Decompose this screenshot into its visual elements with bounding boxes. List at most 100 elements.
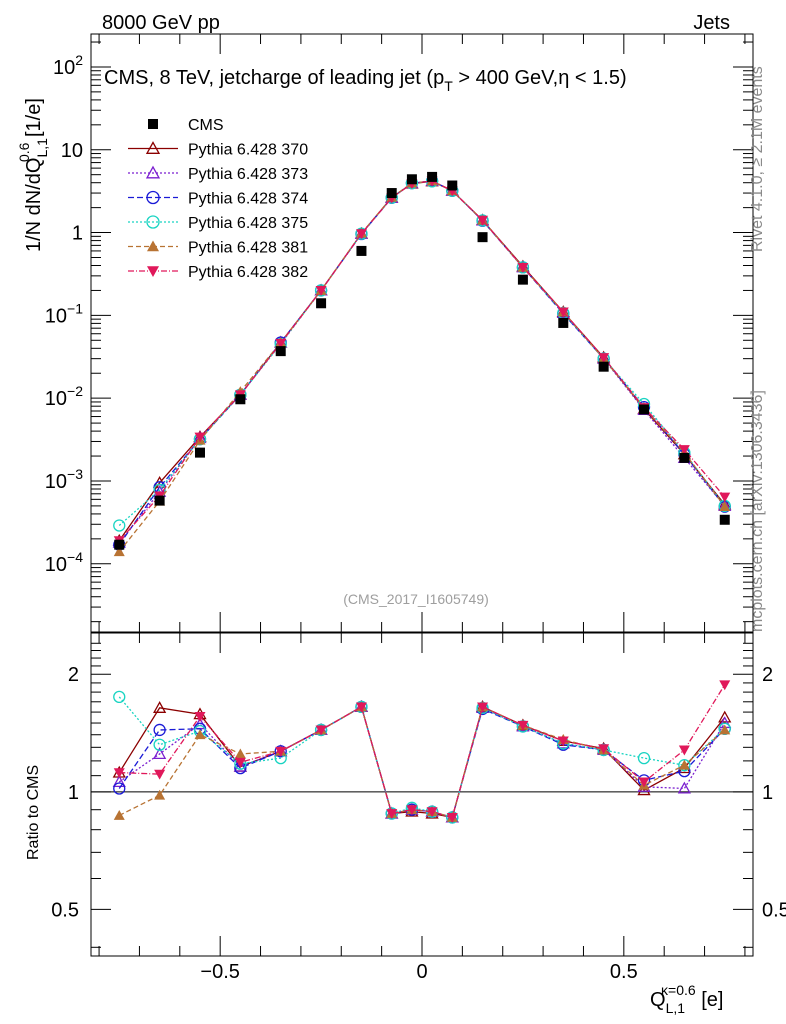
- x-axis-label-sub: L,1: [666, 1000, 686, 1016]
- legend-label: Pythia 6.428 370: [188, 142, 308, 159]
- ratio-series-point: [557, 736, 569, 747]
- data-point: [517, 274, 528, 285]
- main-series-point: [275, 338, 287, 349]
- ratio-series-point: [637, 751, 651, 765]
- legend-marker: [147, 240, 159, 252]
- y-tick-label-exp: −4: [67, 549, 83, 565]
- x-axis-label-sup: κ=0.6: [661, 982, 696, 998]
- main-series-line: [118, 180, 726, 542]
- main-series-point: [719, 492, 731, 503]
- main-series-point: [517, 262, 529, 273]
- data-point: [719, 514, 730, 525]
- ratio-series-point: [477, 702, 489, 713]
- data-point: [194, 447, 205, 458]
- data-point: [427, 171, 438, 182]
- ratio-series-point: [153, 701, 167, 713]
- y-tick-label: 102: [53, 52, 83, 79]
- legend-marker: [145, 141, 161, 154]
- y-tick-label-exp: −3: [67, 466, 83, 482]
- ratio-series-point: [315, 725, 327, 736]
- ratio-y-tick-label-right: 0.5: [762, 899, 786, 921]
- main-series-point: [355, 229, 367, 240]
- y-tick-label-base: 10: [61, 140, 83, 162]
- ratio-series-point: [153, 723, 166, 737]
- legend-label: Pythia 6.428 375: [188, 215, 308, 232]
- data-point: [447, 180, 458, 191]
- ratio-y-tick-label-right: 2: [762, 664, 773, 686]
- ratio-series-point: [234, 748, 246, 759]
- ratio-series-point: [598, 744, 610, 755]
- plot-title: CMS, 8 TeV, jetcharge of leading jet (pT…: [104, 67, 627, 94]
- data-point: [235, 394, 246, 405]
- ratio-series-point: [113, 809, 125, 820]
- y-tick-label-exp: −2: [67, 383, 83, 399]
- x-tick-label: −0.5: [200, 961, 239, 983]
- ratio-series-point: [113, 768, 125, 779]
- rivet-label: Rivet 4.1.0, ≥ 2.1M events: [749, 66, 766, 252]
- plot-title-main: CMS, 8 TeV, jetcharge of leading jet (p: [104, 67, 444, 89]
- data-point: [679, 452, 690, 463]
- data-point: [316, 298, 327, 309]
- ratio-series-point: [113, 690, 126, 704]
- main-series-point: [113, 519, 126, 532]
- y-axis-label: 1/N dN/dQL,10.6 [1/e]: [16, 98, 50, 252]
- ratio-series-point: [154, 769, 166, 780]
- x-axis: −0.5 0 0.5: [98, 34, 746, 983]
- legend-label: CMS: [188, 117, 224, 134]
- y-tick-label: 10: [61, 140, 83, 162]
- legend-label: Pythia 6.428 374: [188, 191, 308, 208]
- y-axis-label-sup: 0.6: [16, 142, 32, 162]
- x-tick-label: 0.5: [610, 961, 638, 983]
- ratio-series-point: [194, 729, 206, 740]
- data-point: [598, 361, 609, 372]
- ratio-series-line: [118, 705, 726, 819]
- main-series-point: [113, 546, 125, 557]
- data-point: [386, 188, 397, 199]
- legend-marker: [147, 266, 159, 277]
- data-point: [639, 404, 650, 415]
- header-right: Jets: [693, 12, 730, 34]
- y-tick-label: 1: [72, 223, 83, 245]
- legend-label: Pythia 6.428 373: [188, 166, 308, 183]
- ratio-series-point: [194, 711, 206, 722]
- ratio-series-point: [153, 738, 166, 751]
- ratio-series-line: [118, 696, 726, 819]
- main-series-point: [194, 432, 206, 443]
- ratio-series-point: [677, 781, 691, 794]
- ratio-series-point: [719, 724, 731, 735]
- ratio-y-tick-label-right: 1: [762, 782, 773, 804]
- main-series-point: [557, 307, 569, 318]
- y-tick-label: 10−3: [45, 466, 83, 493]
- plot-title-sub: T: [444, 78, 453, 94]
- ratio-series-point: [355, 702, 367, 713]
- main-series-point: [315, 286, 327, 296]
- y-axis-label-sub: L,1: [34, 138, 50, 158]
- series-layer: [112, 171, 732, 824]
- data-point: [477, 232, 488, 243]
- y-tick-label: 10−1: [45, 300, 83, 327]
- x-axis-label: QL,1 κ=0.6 [e]: [650, 982, 723, 1016]
- main-series-point: [719, 501, 731, 512]
- ratio-series-point: [678, 759, 690, 770]
- y-tick-label: 10−2: [45, 383, 83, 410]
- ratio-series-point: [719, 680, 731, 691]
- x-tick-label: 0: [416, 961, 427, 983]
- y-axis-label-main: 1/N dN/dQ: [23, 158, 45, 252]
- ratio-series-point: [517, 720, 529, 731]
- ratio-series-point: [154, 789, 166, 800]
- ratio-series-point: [446, 813, 458, 823]
- legend-label: Pythia 6.428 381: [188, 240, 308, 257]
- ratio-series-point: [718, 710, 732, 723]
- ratio-series-point: [153, 747, 167, 760]
- ratio-series-point: [234, 757, 246, 768]
- ratio-series-point: [426, 807, 438, 818]
- main-series-point: [477, 215, 489, 226]
- ratio-series-point: [386, 809, 398, 820]
- ratio-y-tick-label: 2: [68, 664, 79, 686]
- legend-label: Pythia 6.428 382: [188, 264, 308, 281]
- x-axis-label-unit: [e]: [696, 989, 724, 1011]
- legend-marker: [146, 215, 160, 229]
- ratio-series-point: [678, 745, 690, 756]
